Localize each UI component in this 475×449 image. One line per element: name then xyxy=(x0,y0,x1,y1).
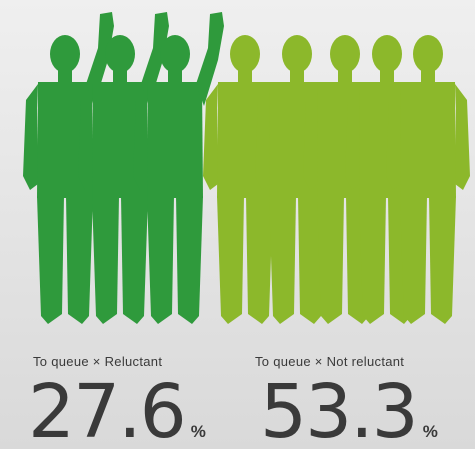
panel-label: To queue × Not reluctant xyxy=(255,354,404,369)
unit: % xyxy=(423,422,438,441)
unit: % xyxy=(191,422,206,441)
panel-label: To queue × Reluctant xyxy=(33,354,162,369)
percentage: 27.6 xyxy=(28,369,185,449)
percentage: 53.3 xyxy=(260,369,417,449)
